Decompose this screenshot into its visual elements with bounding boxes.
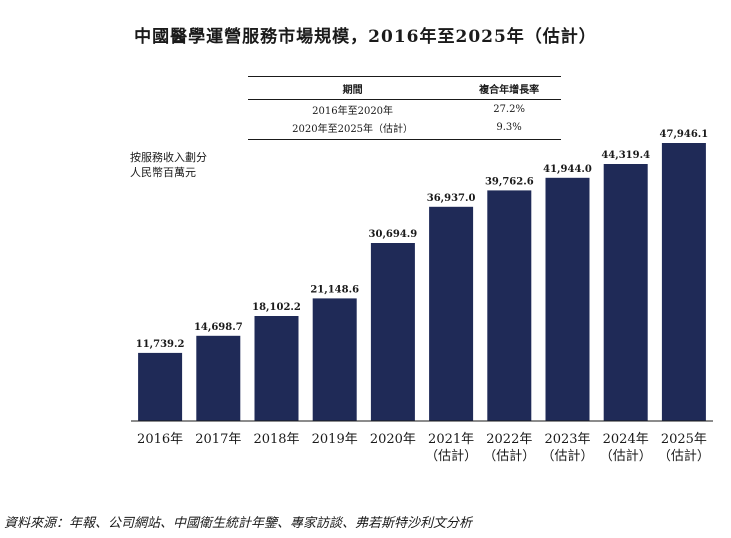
- y-unit-label-line: 人民幣百萬元: [130, 166, 196, 179]
- data-label: 21,148.6: [310, 284, 359, 295]
- y-unit-label: 按服務收入劃分 人民幣百萬元: [130, 150, 207, 180]
- x-tick-label: （估計）: [425, 448, 477, 464]
- cagr-rate: 27.2%: [493, 104, 525, 115]
- data-label: 18,102.2: [252, 302, 301, 313]
- cagr-period: 2016年至2020年: [312, 106, 394, 117]
- x-tick-label: 2017年: [195, 432, 241, 447]
- x-tick-label: 2025年: [661, 432, 707, 447]
- x-tick-label: 2022年: [486, 432, 532, 447]
- x-tick-label: 2019年: [312, 432, 358, 447]
- cagr-row: 2020年至2025年（估計） 9.3%: [248, 118, 561, 140]
- source-note: 資料來源：年報、公司網站、中國衛生統計年鑒、專家訪談、弗若斯特沙利文分析: [4, 516, 473, 531]
- cagr-header-period: 期間: [248, 76, 458, 100]
- x-tick-label: （估計）: [600, 448, 652, 464]
- cagr-table: 期間 複合年增長率 2016年至2020年 27.2% 2020年至2025年（…: [248, 76, 561, 140]
- x-tick-label: 2018年: [253, 432, 299, 447]
- chart-title: 中國醫學運營服務市場規模，2016年至2025年（估計）: [134, 27, 597, 47]
- cagr-header-rate: 複合年增長率: [457, 76, 561, 100]
- data-label: 30,694.9: [369, 229, 418, 240]
- bar: [312, 298, 357, 421]
- data-label: 41,944.0: [543, 164, 592, 175]
- bar: [487, 190, 532, 421]
- x-tick-label: 2023年: [544, 432, 590, 447]
- data-label: 14,698.7: [194, 322, 243, 333]
- bar: [254, 316, 299, 421]
- x-tick-label: 2024年: [603, 432, 649, 447]
- bar: [545, 177, 590, 421]
- x-tick-label: 2016年: [137, 432, 183, 447]
- cagr-period: 2020年至2025年（估計）: [248, 118, 458, 140]
- bar: [661, 143, 706, 421]
- x-tick-label: 2020年: [370, 432, 416, 447]
- data-label: 44,319.4: [601, 150, 650, 161]
- bar: [138, 352, 183, 421]
- data-label: 47,946.1: [660, 129, 709, 140]
- y-unit-label-line: 按服務收入劃分: [130, 151, 207, 164]
- cagr-row: 2016年至2020年 27.2%: [248, 100, 561, 119]
- data-label: 11,739.2: [136, 339, 185, 350]
- data-label: 39,762.6: [485, 176, 534, 187]
- x-tick-label: 2021年: [428, 432, 474, 447]
- bar: [603, 164, 648, 421]
- bar: [196, 335, 241, 421]
- x-tick-label: （估計）: [483, 448, 535, 464]
- x-tick-label: （估計）: [658, 448, 710, 464]
- cagr-rate: 9.3%: [457, 118, 561, 140]
- data-label: 36,937.0: [427, 193, 476, 204]
- bar: [370, 243, 415, 421]
- bar: [429, 206, 474, 421]
- x-tick-label: （估計）: [541, 448, 593, 464]
